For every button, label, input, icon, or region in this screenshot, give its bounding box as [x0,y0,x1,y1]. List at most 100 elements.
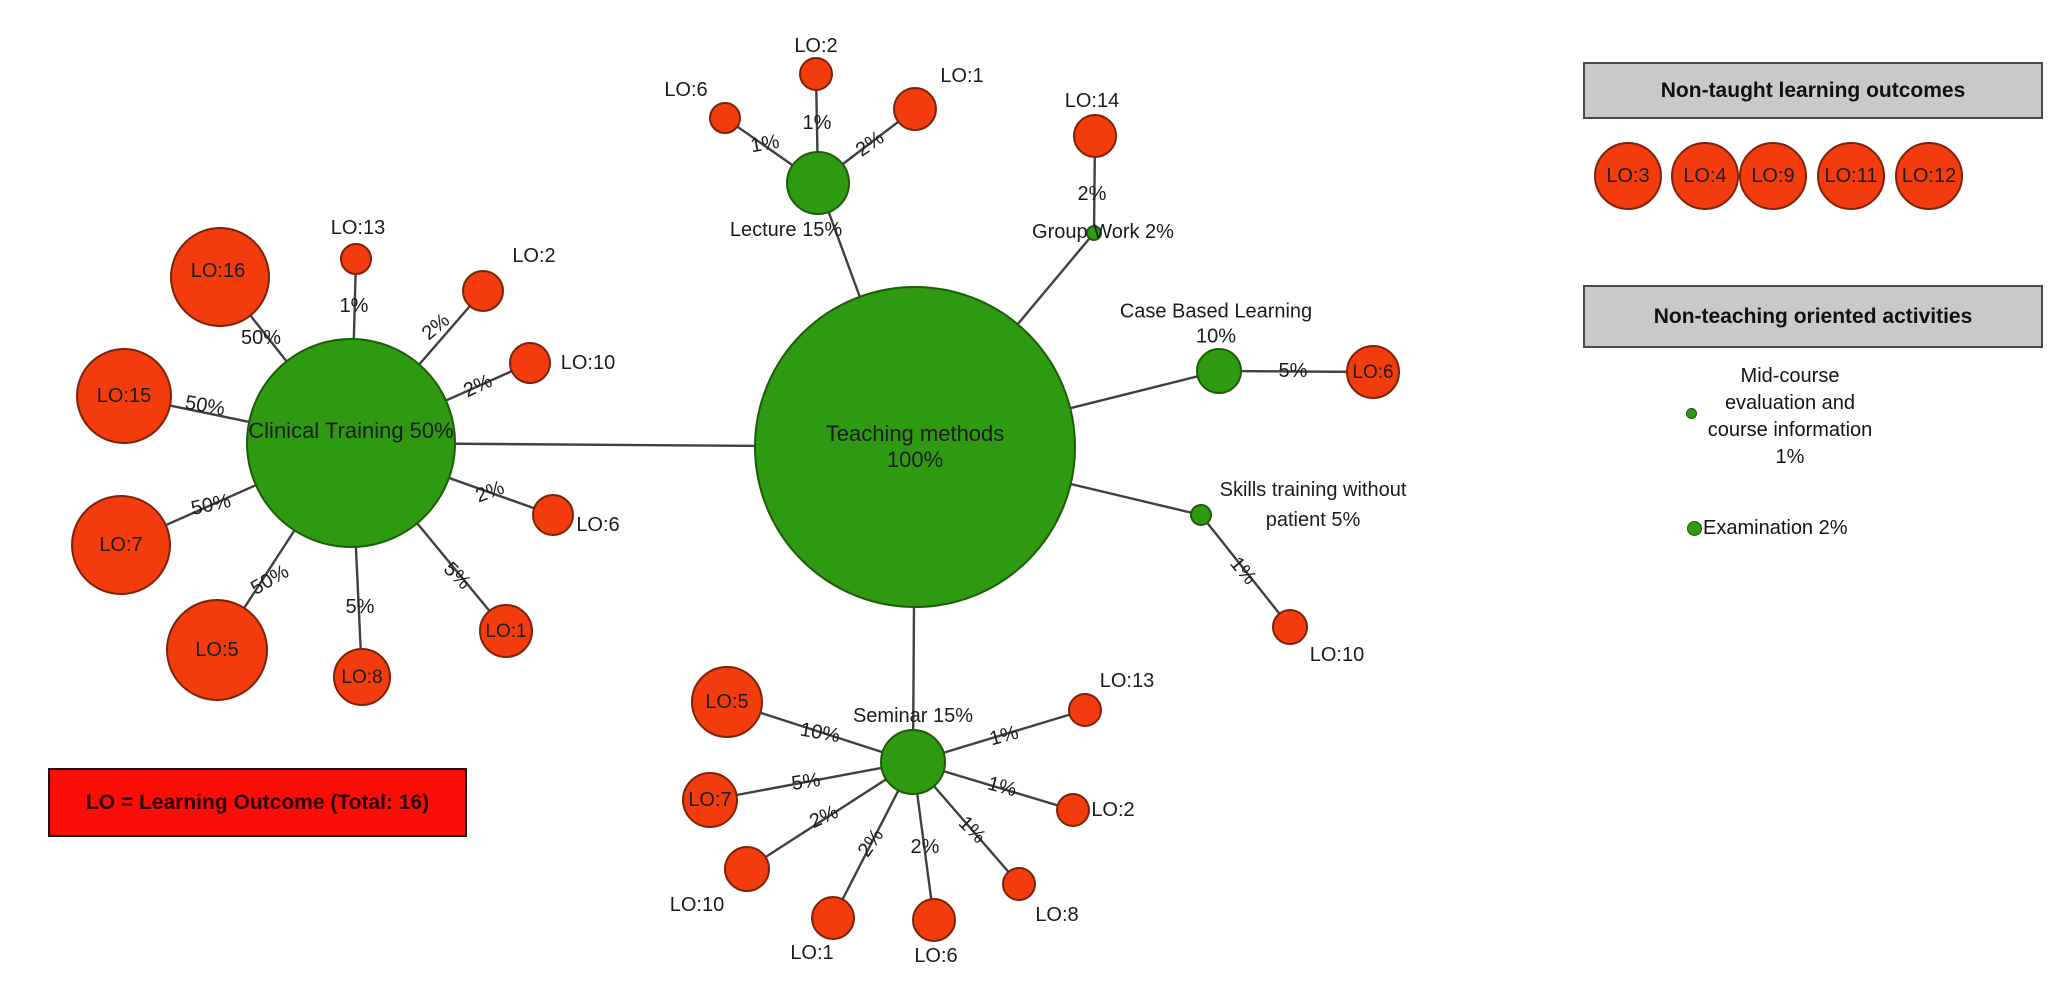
percent-lecture-lo2: 1% [803,112,832,134]
percent-clinical-lo10: 2% [460,370,496,402]
label-lo1-clinical: LO:1 [485,621,526,642]
node-sem_lo8 [1002,867,1036,901]
examination-label: Examination 2% [1703,516,1848,539]
label-lo6-clinical: LO:6 [576,514,619,536]
label-lo13-seminar: LO:13 [1100,670,1154,692]
edge-skills-sk_lo10 [1200,514,1291,628]
label-lo10-clinical: LO:10 [561,352,615,374]
node-cbl_lo6 [1346,345,1400,399]
non-teaching-activities-title: Non-teaching oriented activities [1653,304,1973,328]
examination-dot-icon [1687,520,1702,536]
percent-lecture-lo1: 2% [852,127,888,162]
percent-seminar-lo7: 5% [790,769,822,795]
percent-cbl-lo6: 5% [1279,360,1308,382]
non-taught-outcomes-header: Non-taught learning outcomes [1583,62,2043,119]
node-lec_lo1 [893,87,937,131]
label-lo3-nt: LO:3 [1606,165,1649,187]
percent-seminar-lo1: 2% [854,825,889,861]
label-lo7-seminar: LO:7 [688,789,731,811]
node-clinical [246,338,456,548]
node-nt_lo11 [1817,142,1885,210]
node-sem_lo10 [724,846,770,892]
node-teaching [754,286,1076,608]
node-lo16 [170,227,270,327]
node-lo13c [340,243,372,275]
label-lo10-skills: LO:10 [1310,644,1364,666]
node-sem_lo7 [682,772,738,828]
node-sem_lo6 [912,898,956,942]
percent-clinical-lo2: 2% [418,309,454,345]
node-groupwork [1086,225,1102,241]
midcourse-line-4: 1% [1775,446,1805,468]
node-lo5c [166,599,268,701]
node-sem_lo5 [691,666,763,738]
node-lo15 [76,348,172,444]
label-teaching: Teaching methods 100% [826,421,1005,472]
node-nt_lo4 [1671,142,1739,210]
non-teaching-activities-header: Non-teaching oriented activities [1583,285,2043,348]
label-lo2-clinical: LO:2 [512,245,555,267]
percent-lecture-lo6: 1% [749,131,782,158]
label-lo6-lecture: LO:6 [664,79,707,101]
midcourse-line-2: evaluation and [1724,392,1856,414]
label-lecture: Lecture 15% [730,219,843,241]
node-lo10c [509,342,551,384]
midcourse-dot-icon [1686,408,1697,419]
percent-seminar-lo13: 1% [987,722,1021,751]
node-nt_lo9 [1739,142,1807,210]
label-lo13-clinical: LO:13 [331,217,385,239]
label-lo6-cbl: LO:6 [1352,362,1393,383]
examination-entry: Examination 2% [1687,516,1848,540]
label-group-work: Group Work 2% [1032,221,1174,243]
percent-clinical-lo16: 50% [241,327,281,349]
percent-clinical-lo5: 50% [247,560,293,599]
lo-legend-text: LO = Learning Outcome (Total: 16) [85,790,430,814]
percent-groupwork-lo14: 2% [1078,183,1107,205]
label-clinical: Clinical Training 50% [248,418,453,443]
label-lo6-seminar: LO:6 [914,945,957,967]
non-taught-outcomes-title: Non-taught learning outcomes [1660,78,1966,102]
label-lo8-clinical: LO:8 [341,667,382,688]
label-lo9-nt: LO:9 [1751,165,1794,187]
percent-seminar-lo2: 1% [985,773,1019,802]
label-lo11-nt: LO:11 [1825,165,1878,187]
node-lecture [786,151,850,215]
node-nt_lo12 [1895,142,1963,210]
node-lo8c [333,648,391,706]
lo-legend-box: LO = Learning Outcome (Total: 16) [48,768,467,837]
percent-seminar-lo5: 10% [798,719,841,748]
node-skills [1190,504,1212,526]
label-lo2-seminar: LO:2 [1091,799,1134,821]
node-nt_lo3 [1594,142,1662,210]
node-lec_lo6 [709,102,741,134]
edge-seminar-sem_lo7 [709,760,914,802]
node-lo2c [462,270,504,312]
node-lo14 [1073,114,1117,158]
label-lo14: LO:14 [1065,90,1119,112]
label-case-based: Case Based Learning 10% [1120,301,1312,348]
midcourse-line-3: course information [1707,419,1873,441]
label-lo1-lecture: LO:1 [940,65,983,87]
label-skills: Skills training without patient 5% [1220,479,1407,531]
node-sem_lo2 [1056,793,1090,827]
percent-clinical-lo13: 1% [340,295,369,317]
label-lo5-seminar: LO:5 [705,691,748,713]
label-lo1-seminar: LO:1 [790,942,833,964]
node-sem_lo1 [811,896,855,940]
label-lo8-seminar: LO:8 [1035,904,1078,926]
percent-seminar-lo6: 2% [911,836,940,858]
label-lo5-clinical: LO:5 [195,639,238,661]
label-lo10-seminar: LO:10 [670,894,724,916]
midcourse-evaluation-entry: Mid-course evaluation and course informa… [1660,363,1920,471]
percent-clinical-lo8: 5% [346,596,375,618]
percent-clinical-lo15: 50% [183,392,226,421]
label-lo12-nt: LO:12 [1902,165,1956,187]
node-lec_lo2 [799,57,833,91]
node-sem_lo13 [1068,693,1102,727]
node-sk_lo10 [1272,609,1308,645]
node-lo6c [532,494,574,536]
label-lo2-lecture: LO:2 [794,35,837,57]
percent-clinical-lo7: 50% [189,490,233,520]
